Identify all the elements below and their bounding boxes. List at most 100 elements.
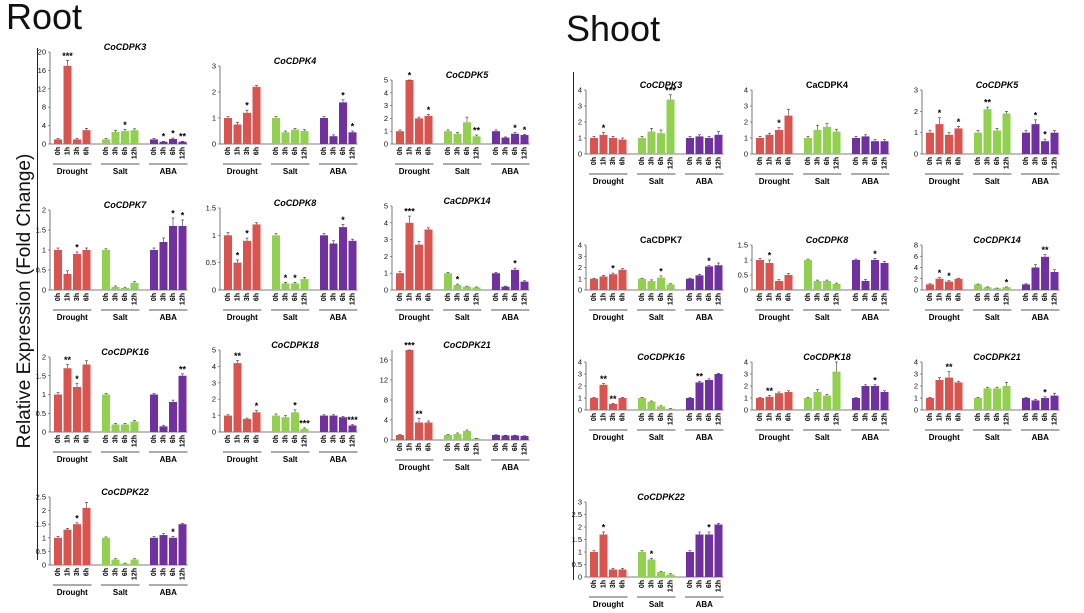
x-tick-label: 0h: [151, 568, 158, 576]
x-tick-label: 6h: [170, 147, 177, 155]
x-tick-label: 12h: [834, 413, 841, 425]
y-tick-label: 1: [212, 114, 216, 123]
x-tick-label: 12h: [1052, 293, 1059, 305]
significance-marker: *: [659, 266, 663, 276]
y-tick-label: 2: [744, 118, 748, 127]
group-label-salt: Salt: [649, 433, 664, 442]
bar: [705, 138, 713, 154]
x-tick-label: 0h: [55, 293, 62, 301]
x-tick-label: 3h: [283, 293, 290, 301]
x-tick-label: 0h: [687, 413, 694, 421]
x-tick-label: 0h: [103, 147, 110, 155]
significance-marker: *: [171, 209, 175, 219]
bar: [272, 235, 280, 290]
bar: [823, 281, 831, 290]
significance-marker: *: [162, 132, 166, 142]
significance-marker: *: [255, 401, 259, 411]
group-label-aba: ABA: [330, 455, 348, 464]
bar: [804, 398, 812, 410]
y-tick-label: 0: [42, 286, 46, 295]
x-tick-label: 6h: [824, 413, 831, 421]
bar: [415, 422, 423, 440]
significance-marker: **: [234, 351, 242, 361]
x-tick-label: 6h: [170, 435, 177, 443]
bar: [1022, 398, 1030, 410]
bar: [54, 394, 62, 432]
bar: [954, 278, 963, 290]
x-tick-label: 12h: [716, 293, 723, 305]
shoot-frame-line: [573, 72, 574, 580]
x-tick-label: 6h: [122, 568, 129, 576]
significance-marker: *: [1034, 110, 1038, 120]
bar: [695, 382, 704, 410]
group-label-aba: ABA: [862, 313, 880, 322]
x-tick-label: 1h: [601, 413, 608, 421]
y-tick-label: 4: [578, 86, 582, 95]
x-tick-label: 12h: [1052, 157, 1059, 169]
chart-title: CoCDPK16: [101, 347, 150, 357]
y-tick-label: 1: [384, 127, 388, 136]
bar: [638, 278, 646, 290]
x-tick-label: 6h: [512, 443, 519, 451]
x-tick-label: 12h: [522, 443, 529, 455]
significance-marker: ***: [404, 341, 415, 351]
bar: [823, 395, 831, 410]
bar: [765, 396, 774, 410]
significance-marker: *: [284, 273, 288, 283]
y-tick-label: 0.5: [36, 409, 46, 418]
x-tick-label: 3h: [776, 157, 783, 165]
bar: [243, 112, 251, 144]
x-tick-label: 3h: [503, 443, 510, 451]
bar: [224, 118, 232, 144]
bar: [472, 136, 481, 144]
bar: [178, 226, 187, 290]
y-tick-label: 0: [42, 140, 46, 149]
x-tick-label: 6h: [170, 568, 177, 576]
chart-title: CoCDPK14: [973, 235, 1021, 245]
x-tick-label: 0h: [103, 568, 110, 576]
significance-marker: *: [245, 229, 249, 239]
bar: [599, 384, 608, 410]
significance-marker: *: [171, 129, 175, 139]
x-tick-label: 12h: [474, 443, 481, 455]
x-tick-label: 12h: [1052, 413, 1059, 425]
bar: [463, 286, 471, 290]
bar: [686, 398, 694, 410]
y-tick-label: 3: [578, 370, 582, 379]
y-tick-label: 2: [744, 382, 748, 391]
y-tick-label: 0: [744, 286, 748, 295]
bar: [686, 278, 694, 290]
x-tick-label: 12h: [132, 568, 139, 580]
bar: [281, 283, 290, 290]
group-label-drought: Drought: [593, 433, 624, 442]
bar: [159, 141, 168, 144]
x-tick-label: 3h: [985, 413, 992, 421]
significance-marker: *: [513, 123, 517, 133]
bar: [590, 138, 598, 154]
group-label-salt: Salt: [113, 588, 128, 597]
x-tick-label: 3h: [74, 293, 81, 301]
x-tick-label: 1h: [937, 157, 944, 165]
x-tick-label: 12h: [132, 147, 139, 159]
x-tick-label: 0h: [151, 293, 158, 301]
x-tick-label: 3h: [331, 147, 338, 155]
bar: [339, 102, 347, 144]
bar: [657, 133, 665, 154]
bar: [954, 382, 963, 410]
y-tick-label: 0: [42, 561, 46, 570]
bar: [647, 559, 656, 577]
bar: [861, 281, 870, 290]
x-tick-label: 3h: [283, 147, 290, 155]
x-tick-label: 1h: [407, 147, 414, 155]
x-tick-label: 3h: [113, 435, 120, 443]
chart-title: CaCDPK14: [443, 196, 490, 206]
x-tick-label: 12h: [716, 157, 723, 169]
x-tick-label: 0h: [151, 147, 158, 155]
significance-marker: *: [351, 122, 355, 132]
x-tick-label: 12h: [180, 435, 187, 447]
bar: [618, 269, 627, 290]
y-tick-label: 2: [578, 263, 582, 272]
bar: [1050, 395, 1059, 410]
